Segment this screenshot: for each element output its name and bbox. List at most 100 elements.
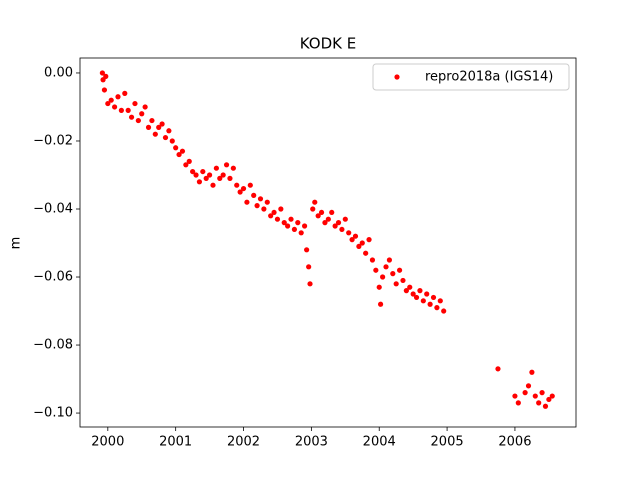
data-point [213, 165, 219, 171]
data-point [539, 390, 545, 396]
x-tick-label: 2004 [363, 435, 396, 450]
data-point [424, 291, 430, 297]
data-point [441, 308, 447, 314]
data-point [536, 400, 542, 406]
data-point [322, 220, 328, 226]
data-point [437, 298, 443, 304]
data-point [251, 192, 257, 198]
data-point [546, 396, 552, 403]
data-point [230, 165, 236, 171]
data-point [359, 240, 365, 246]
data-point [254, 203, 260, 209]
legend-label: repro2018a (IGS14) [425, 70, 553, 85]
data-point [237, 189, 243, 195]
data-point [149, 117, 155, 124]
data-point [304, 247, 310, 253]
data-point [169, 138, 175, 144]
data-point [325, 216, 331, 222]
data-point [193, 172, 199, 178]
data-point [329, 209, 335, 216]
data-point [542, 403, 549, 409]
data-point [200, 168, 206, 175]
data-point [410, 291, 416, 297]
x-tick-label: 2006 [498, 435, 531, 450]
data-point [522, 390, 528, 396]
data-point [135, 117, 141, 124]
y-axis-label: m [9, 237, 24, 250]
data-point [227, 175, 233, 181]
data-point [99, 70, 105, 76]
data-point [220, 172, 226, 178]
data-point [166, 128, 172, 134]
data-point [264, 199, 270, 205]
data-point [532, 393, 538, 399]
data-point [156, 124, 162, 130]
data-point [173, 145, 179, 151]
data-point [373, 267, 379, 273]
data-point [515, 400, 521, 406]
data-point [366, 237, 372, 243]
data-point [407, 284, 413, 290]
x-tick-label: 2001 [159, 435, 192, 450]
y-tick-label: 0.00 [44, 65, 73, 80]
data-point [176, 151, 182, 158]
data-point [162, 134, 169, 141]
data-point [234, 182, 240, 188]
data-point [346, 230, 352, 236]
data-point [274, 216, 281, 222]
data-point [291, 226, 298, 233]
data-point [125, 107, 131, 113]
data-point [142, 104, 148, 110]
data-point [396, 267, 403, 273]
data-point [529, 369, 535, 375]
data-point [145, 124, 152, 130]
data-point [210, 182, 216, 188]
data-point [342, 216, 348, 222]
data-point [393, 281, 399, 287]
data-point [427, 301, 433, 307]
data-point [105, 100, 111, 107]
data-point [352, 233, 359, 239]
data-point [525, 383, 532, 389]
data-point [261, 206, 267, 212]
data-point [118, 107, 124, 113]
data-point [257, 196, 264, 202]
data-point [268, 213, 274, 219]
data-point [312, 199, 318, 205]
data-point [206, 172, 213, 178]
data-point [363, 250, 369, 256]
plot-frame [79, 57, 577, 428]
data-point [288, 216, 294, 222]
data-point [315, 213, 321, 219]
data-point [301, 223, 308, 229]
y-tick-label: −0.04 [33, 202, 73, 217]
data-point [403, 288, 409, 294]
data-point [183, 162, 189, 168]
data-point [420, 298, 426, 304]
data-point [356, 243, 362, 250]
data-point [115, 94, 121, 100]
data-point [152, 131, 158, 137]
data-point [335, 220, 342, 226]
x-tick-label: 2000 [91, 435, 124, 450]
data-point [298, 230, 304, 236]
data-point [179, 148, 186, 154]
data-point [203, 175, 209, 181]
data-point [101, 87, 108, 93]
data-point [339, 226, 345, 233]
data-point [430, 294, 437, 301]
data-point [400, 277, 406, 284]
data-point [271, 209, 277, 216]
data-point [512, 393, 518, 399]
data-point [417, 288, 423, 294]
data-point [495, 366, 501, 372]
data-point [122, 90, 128, 96]
data-point [386, 257, 393, 263]
data-point [413, 294, 420, 301]
data-point [244, 199, 250, 205]
data-point [139, 111, 145, 117]
data-point [217, 175, 223, 181]
data-point [223, 162, 230, 168]
data-point [307, 281, 313, 287]
